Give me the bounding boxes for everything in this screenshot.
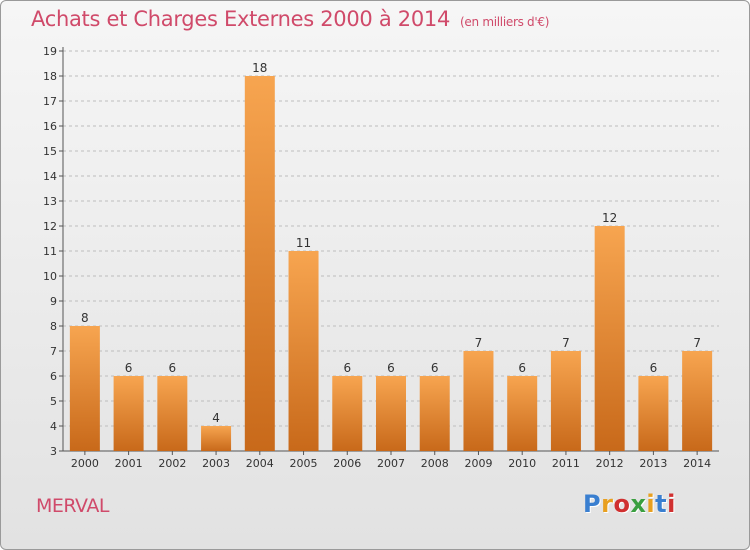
bar-2003[interactable] bbox=[201, 426, 232, 451]
x-tick-label-2006: 2006 bbox=[333, 457, 361, 470]
logo-letter: r bbox=[601, 490, 614, 518]
data-label-2013: 6 bbox=[650, 361, 658, 375]
bar-2007[interactable] bbox=[376, 376, 406, 451]
y-tick-label: 14 bbox=[43, 170, 57, 183]
bars bbox=[69, 76, 713, 451]
x-tick-label-2011: 2011 bbox=[552, 457, 580, 470]
bar-2000[interactable] bbox=[69, 326, 100, 451]
x-tick-label-2014: 2014 bbox=[683, 457, 711, 470]
logo-letter: P bbox=[583, 490, 602, 518]
logo-letter: o bbox=[613, 490, 631, 518]
bar-2002[interactable] bbox=[157, 376, 188, 451]
x-tick-label-2001: 2001 bbox=[115, 457, 143, 470]
data-label-2003: 4 bbox=[212, 411, 220, 425]
logo-letter: t bbox=[655, 490, 668, 518]
x-tick-label-2008: 2008 bbox=[421, 457, 449, 470]
bar-2001[interactable] bbox=[113, 376, 144, 451]
y-tick-label: 10 bbox=[43, 270, 57, 283]
data-label-2002: 6 bbox=[169, 361, 177, 375]
y-tick-label: 5 bbox=[50, 395, 57, 408]
chart-title-text: Achats et Charges Externes 2000 à 2014 bbox=[31, 7, 451, 31]
labels: 3 4 5 6 7 8 9 10 11 12 13 14 15 16 17 18 19 8 2000 6 2001 6 20… bbox=[43, 45, 711, 470]
x-tick-label-2003: 2003 bbox=[202, 457, 230, 470]
data-label-2004: 18 bbox=[252, 61, 267, 75]
bar-2014[interactable] bbox=[682, 351, 713, 451]
data-label-2007: 6 bbox=[387, 361, 395, 375]
data-label-2011: 7 bbox=[562, 336, 570, 350]
bar-2006[interactable] bbox=[332, 376, 363, 451]
x-tick-label-2000: 2000 bbox=[71, 457, 99, 470]
bar-2004[interactable] bbox=[244, 76, 275, 451]
bar-2010[interactable] bbox=[507, 376, 538, 451]
data-label-2008: 6 bbox=[431, 361, 439, 375]
y-tick-label: 12 bbox=[43, 220, 57, 233]
x-tick-label-2002: 2002 bbox=[158, 457, 186, 470]
place-name: MERVAL bbox=[36, 495, 109, 517]
y-tick-label: 16 bbox=[43, 120, 57, 133]
y-tick-label: 18 bbox=[43, 70, 57, 83]
x-tick-label-2009: 2009 bbox=[464, 457, 492, 470]
x-tick-label-2010: 2010 bbox=[508, 457, 536, 470]
y-tick-label: 17 bbox=[43, 95, 57, 108]
data-label-2014: 7 bbox=[693, 336, 701, 350]
y-tick-label: 11 bbox=[43, 245, 57, 258]
logo-letter: i bbox=[667, 490, 676, 518]
data-label-2005: 11 bbox=[296, 236, 311, 250]
bar-2009[interactable] bbox=[463, 351, 494, 451]
x-tick-label-2005: 2005 bbox=[290, 457, 318, 470]
data-label-2012: 12 bbox=[602, 211, 617, 225]
y-tick-label: 9 bbox=[50, 295, 57, 308]
y-tick-label: 3 bbox=[50, 445, 57, 458]
y-tick-label: 7 bbox=[50, 345, 57, 358]
x-tick-label-2007: 2007 bbox=[377, 457, 405, 470]
bar-2008[interactable] bbox=[419, 376, 450, 451]
bar-2011[interactable] bbox=[550, 351, 581, 451]
bar-2005[interactable] bbox=[288, 251, 319, 451]
bar-2012[interactable] bbox=[594, 226, 625, 451]
x-tick-label-2012: 2012 bbox=[596, 457, 624, 470]
data-label-2000: 8 bbox=[81, 311, 89, 325]
y-tick-label: 13 bbox=[43, 195, 57, 208]
proxiti-logo[interactable]: Proxiti bbox=[583, 490, 676, 518]
chart-unit: (en milliers d'€) bbox=[460, 15, 550, 29]
y-tick-label: 4 bbox=[50, 420, 57, 433]
data-label-2010: 6 bbox=[518, 361, 526, 375]
x-tick-label-2004: 2004 bbox=[246, 457, 274, 470]
data-label-2009: 7 bbox=[475, 336, 483, 350]
y-tick-label: 19 bbox=[43, 45, 57, 58]
bar-2013[interactable] bbox=[638, 376, 669, 451]
logo-letter: i bbox=[646, 490, 656, 518]
x-tick-label-2013: 2013 bbox=[639, 457, 667, 470]
logo-letter: x bbox=[630, 490, 647, 518]
y-tick-label: 15 bbox=[43, 145, 57, 158]
data-label-2001: 6 bbox=[125, 361, 133, 375]
chart-title: Achats et Charges Externes 2000 à 2014 (e… bbox=[31, 7, 549, 31]
y-tick-label: 6 bbox=[50, 370, 57, 383]
y-tick-label: 8 bbox=[50, 320, 57, 333]
data-label-2006: 6 bbox=[343, 361, 351, 375]
